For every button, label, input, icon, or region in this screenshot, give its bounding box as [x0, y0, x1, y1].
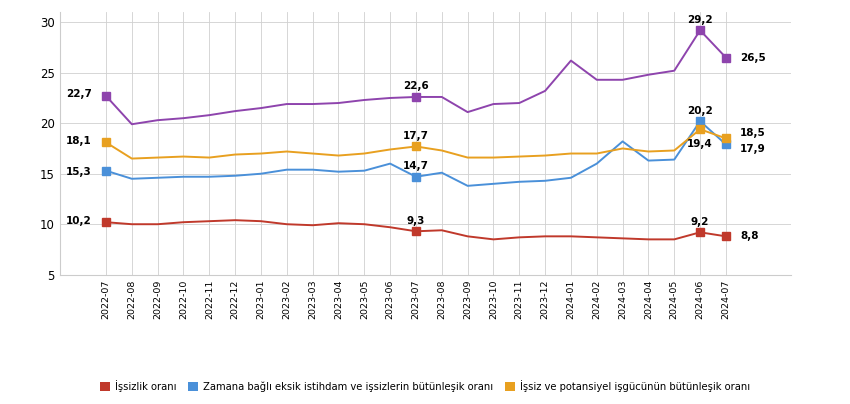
Text: 17,7: 17,7 [403, 131, 429, 141]
Text: 22,6: 22,6 [403, 81, 429, 91]
Text: 9,3: 9,3 [407, 216, 425, 226]
Text: 20,2: 20,2 [687, 105, 713, 116]
Text: 14,7: 14,7 [403, 161, 429, 171]
Text: 22,7: 22,7 [66, 89, 92, 99]
Text: 10,2: 10,2 [66, 216, 92, 226]
Text: 26,5: 26,5 [740, 53, 766, 63]
Text: 29,2: 29,2 [688, 15, 713, 25]
Text: 17,9: 17,9 [740, 145, 766, 154]
Text: 9,2: 9,2 [691, 217, 709, 227]
Text: 8,8: 8,8 [740, 231, 759, 241]
Text: 15,3: 15,3 [66, 167, 92, 177]
Text: 18,5: 18,5 [740, 128, 766, 138]
Text: 18,1: 18,1 [66, 136, 92, 146]
Text: 19,4: 19,4 [687, 139, 713, 149]
